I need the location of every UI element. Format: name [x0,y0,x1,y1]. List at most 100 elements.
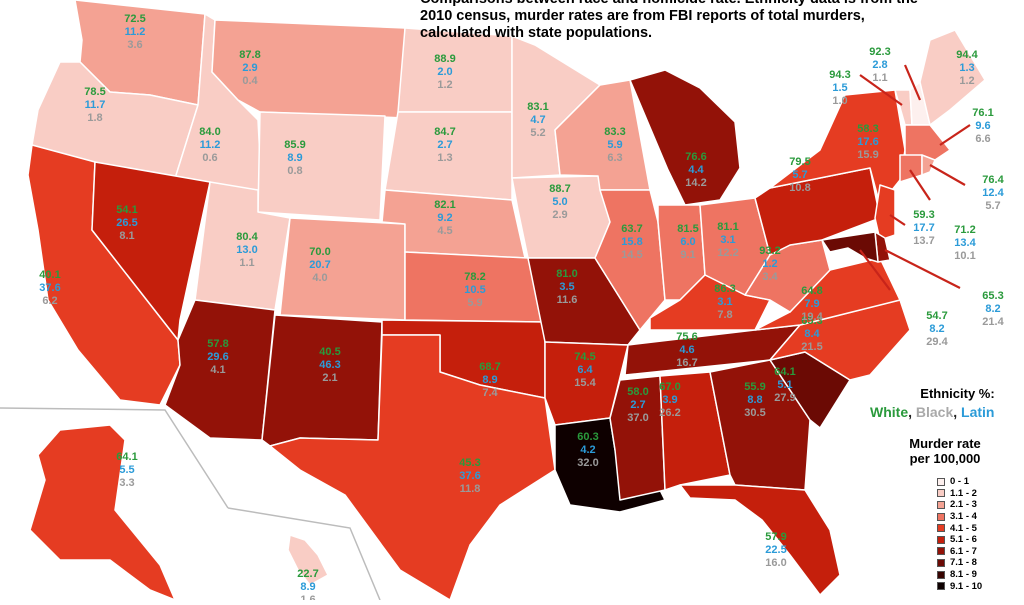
state-label-IL: 63.715.814.5 [621,223,642,261]
state-label-UT: 80.413.01.1 [236,231,258,269]
state-label-NY: 58.317.615.9 [857,123,878,161]
state-label-WY: 85.98.90.8 [284,139,305,177]
state-MS-white-value: 58.0 [627,386,648,398]
state-ND-latin-value: 2.0 [437,66,452,78]
state-MI-black-value: 14.2 [685,177,706,189]
legend-range-label: 4.1 - 5 [950,522,977,534]
state-label-SD: 84.72.71.3 [434,126,455,164]
state-UT-white-value: 80.4 [236,231,258,243]
state-AL [659,371,731,491]
hawaii-inset-border [227,507,381,601]
state-MO-latin-value: 3.5 [559,281,574,293]
state-VT-white-value: 94.3 [829,69,850,81]
legend-range-row: 7.1 - 8 [937,557,982,569]
state-AR-black-value: 15.4 [574,377,596,389]
state-OR-latin-value: 11.7 [85,99,106,111]
state-KY-white-value: 86.3 [714,283,735,295]
state-NJ-black-value: 13.7 [913,235,934,247]
state-TX [269,334,556,601]
state-label-LA: 60.34.232.0 [577,431,598,469]
legend-range-row: 3.1 - 4 [937,511,982,523]
state-IL-black-value: 14.5 [621,249,642,261]
state-ID-white-value: 84.0 [199,126,220,138]
state-label-AL: 67.03.926.2 [659,381,680,419]
state-SC-white-value: 64.1 [774,366,795,378]
legend-ethnicity-keys: White, Black, Latin [870,404,995,420]
state-CA-white-value: 40.1 [39,269,60,281]
state-MA-latin-value: 9.6 [975,120,990,132]
state-MS-black-value: 37.0 [627,412,648,424]
state-KY-latin-value: 3.1 [717,296,732,308]
leader-ma [939,124,971,146]
state-TX-white-value: 45.3 [459,457,480,469]
state-KS-latin-value: 10.5 [464,284,485,296]
state-labels: 72.511.23.678.511.71.840.137.66.284.011.… [39,13,1004,605]
legend-swatch [937,489,945,498]
state-VT-black-value: 1.0 [832,95,847,107]
legend-range-label: 2.1 - 3 [950,499,977,511]
state-label-AR: 74.56.415.4 [574,351,596,389]
state-NC-latin-value: 8.4 [804,328,820,340]
state-WY [257,111,386,221]
state-TN-white-value: 75.6 [676,331,697,343]
state-NE-black-value: 4.5 [437,225,452,237]
state-TN-latin-value: 4.6 [679,344,694,356]
state-VA-white-value: 64.8 [801,285,822,297]
state-MN-white-value: 83.1 [527,101,548,113]
state-label-KS: 78.210.55.9 [464,271,485,309]
state-OH-black-value: 12.2 [717,247,738,259]
state-VA-latin-value: 7.9 [804,298,819,310]
legend-murder-heading: Murder rate per 100,000 [895,436,995,466]
state-label-OR: 78.511.71.8 [84,86,105,124]
state-IA-white-value: 88.7 [549,183,570,195]
state-NM-black-value: 2.1 [322,372,337,384]
state-HI-latin-value: 8.9 [300,581,315,593]
state-OH-white-value: 81.1 [717,221,738,233]
state-MD-black-value: 29.4 [926,336,948,348]
leader-de [884,249,961,289]
state-label-NM: 40.546.32.1 [319,346,340,384]
state-NH-white-value: 92.3 [869,46,890,58]
state-NM-latin-value: 46.3 [319,359,340,371]
state-AZ-black-value: 4.1 [210,364,225,376]
title-line-1: Comparisons between race and homicide ra… [420,0,980,8]
state-WV-black-value: 3.4 [762,271,778,283]
state-GA-white-value: 55.9 [744,381,765,393]
state-label-CA: 40.137.66.2 [39,269,60,307]
state-IA-latin-value: 5.0 [552,196,567,208]
state-HI [287,534,329,586]
state-IL-white-value: 63.7 [621,223,642,235]
state-VA-black-value: 19.4 [801,311,823,323]
state-label-ND: 88.92.01.2 [434,53,455,91]
state-MN-black-value: 5.2 [530,127,545,139]
state-CT-black-value: 10.1 [954,250,975,262]
state-CT-white-value: 71.2 [954,224,975,236]
state-label-FL: 57.922.516.0 [765,531,786,569]
state-HI-white-value: 22.7 [297,568,318,580]
state-OK-white-value: 68.7 [479,361,500,373]
state-MI [629,69,741,206]
state-DE-black-value: 21.4 [982,316,1004,328]
state-AR-white-value: 74.5 [574,351,595,363]
state-label-TN: 75.64.616.7 [676,331,697,369]
state-MO-black-value: 11.6 [557,294,578,306]
state-RI-white-value: 76.4 [982,174,1004,186]
legend-range-row: 1.1 - 2 [937,488,982,500]
state-RI-latin-value: 12.4 [982,187,1004,199]
legend-ranges: 0 - 1 1.1 - 2 2.1 - 3 3.1 - 4 4.1 - 5 5.1 - 6… [937,476,982,592]
state-WY-black-value: 0.8 [287,165,302,177]
legend-range-label: 3.1 - 4 [950,511,977,523]
state-OK-latin-value: 8.9 [482,374,497,386]
state-AL-white-value: 67.0 [659,381,680,393]
legend-range-row: 4.1 - 5 [937,522,982,534]
state-UT-latin-value: 13.0 [236,244,257,256]
leader-ri [929,164,966,186]
legend-range-label: 9.1 - 10 [950,580,983,592]
state-OR-black-value: 1.8 [87,112,102,124]
state-AK-black-value: 3.3 [119,477,134,489]
legend-swatch [937,535,945,544]
legend-range-label: 0 - 1 [950,476,970,488]
state-NM-white-value: 40.5 [319,346,340,358]
state-NV-black-value: 8.1 [119,230,134,242]
